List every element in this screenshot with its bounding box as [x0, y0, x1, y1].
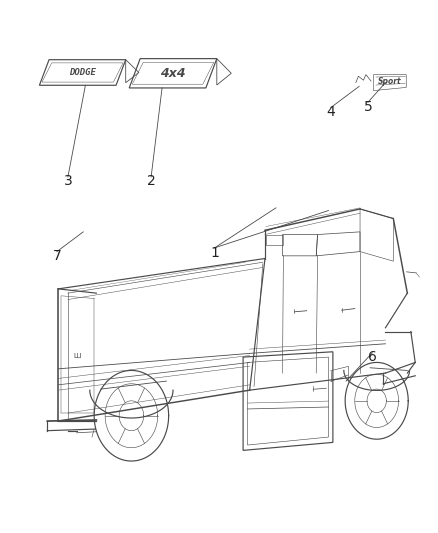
Text: 7: 7	[53, 249, 61, 263]
Text: Sport: Sport	[378, 77, 402, 86]
Text: Ш: Ш	[74, 353, 81, 359]
Text: 1: 1	[210, 246, 219, 260]
Text: 6: 6	[368, 350, 377, 364]
Text: 5: 5	[364, 100, 372, 114]
Text: 4: 4	[326, 105, 335, 119]
Text: DODGE: DODGE	[69, 68, 96, 77]
Text: 2: 2	[147, 174, 155, 188]
Text: 4x4: 4x4	[160, 67, 186, 80]
Text: 3: 3	[64, 174, 72, 188]
